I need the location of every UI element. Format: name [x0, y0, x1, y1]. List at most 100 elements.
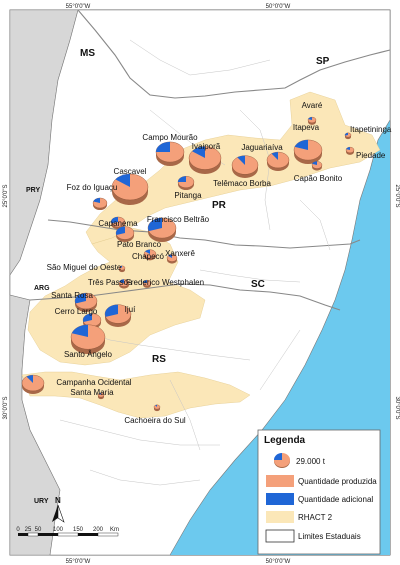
coord-right-1: 25°0'0"S — [394, 184, 400, 207]
pie-slice-additional — [155, 404, 157, 407]
city-label: Capão Bonito — [294, 174, 343, 183]
city-pie-santa-rosa: Santa Rosa — [51, 291, 98, 312]
pie-slice-additional — [105, 304, 118, 317]
city-pie-chapec-: Chapecó — [132, 249, 165, 261]
coord-bottom-2: 50°0'0"W — [266, 559, 291, 565]
rhact-region-south — [21, 371, 251, 419]
state-label-sp: SP — [316, 56, 330, 67]
scale-tick-25: 25 — [25, 527, 32, 533]
north-label: N — [55, 496, 61, 505]
city-label: Cachoeira do Sul — [124, 416, 186, 425]
city-pie-itapetininga: Itapetininga — [344, 125, 392, 140]
city-pie-tr-s-passos: Três Passos — [88, 278, 132, 289]
pie-slice-additional — [74, 293, 86, 304]
city-label: Capanema — [98, 219, 138, 228]
city-label: Francisco Beltrão — [147, 215, 210, 224]
city-pie-santo-ngelo: Santo Ângelo — [64, 324, 113, 359]
city-label: Frederico Westphalen — [126, 278, 204, 287]
city-label: Santa Rosa — [51, 291, 93, 300]
city-label: Ijuí — [125, 305, 136, 314]
city-label: São Miguel do Oeste — [47, 263, 122, 272]
city-pie-pato-branco: Pato Branco — [115, 226, 162, 249]
city-label: Ivaiporã — [192, 142, 221, 151]
pie-slice-additional — [143, 280, 147, 283]
state-label-pr: PR — [212, 200, 227, 211]
legend-pie-icon — [274, 453, 290, 468]
city-label: Itapeva — [293, 123, 320, 132]
country-label-arg: ARG — [34, 285, 50, 292]
coord-top-2: 50°0'0"W — [266, 4, 291, 10]
city-pie-xanxer-: Xanxerê — [165, 249, 195, 264]
city-pie-campo-mour-o: Campo Mourão — [142, 133, 198, 166]
city-pie-santa-maria: Santa Maria — [70, 388, 114, 400]
pie-slice-additional — [156, 141, 170, 152]
city-pie-cachoeira-do-sul: Cachoeira do Sul — [124, 404, 186, 425]
legend-title: Legenda — [264, 435, 306, 446]
pie-slice-additional — [192, 146, 205, 158]
city-pie-campanha-ocidental: Campanha Ocidental — [21, 374, 132, 394]
city-pie-foz-do-igua-u: Foz do Iguaçu — [67, 183, 118, 211]
city-markers: Avaré Itapeva Itapetininga Piedade Capão Bon… — [21, 101, 392, 425]
scale-bar: 0 25 50 100 150 200 Km — [16, 527, 119, 537]
city-pie-frederico-westphalen: Frederico Westphalen — [126, 278, 204, 288]
north-arrow-icon: N — [52, 496, 65, 523]
pie-slice-additional — [99, 392, 101, 395]
rhact-region-west — [27, 227, 206, 366]
legend-swatch-additional — [266, 493, 294, 505]
scale-tick-200: 200 — [93, 527, 104, 533]
pie-slice-additional — [116, 226, 125, 236]
pie-slice-additional — [178, 176, 186, 182]
legend-label-rhact: RHACT 2 — [298, 513, 333, 522]
pie-slice-additional — [120, 265, 122, 268]
city-label: Foz do Iguaçu — [67, 183, 118, 192]
coord-right-2: 30°0'0"S — [394, 396, 400, 419]
legend-label-limits: Limites Estaduais — [298, 532, 361, 541]
state-label-sc: SC — [251, 279, 265, 290]
city-label: Pitanga — [174, 191, 202, 200]
pie-slice-additional — [147, 217, 162, 232]
pie-slice-additional — [111, 216, 118, 224]
state-label-rs: RS — [152, 354, 166, 365]
coord-top-1: 55°0'0"W — [66, 4, 91, 10]
city-pie-piedade: Piedade — [345, 146, 386, 160]
pie-slice-additional — [345, 132, 348, 136]
legend-label-additional: Quantidade adicional — [298, 495, 373, 504]
country-label-ury: URY — [34, 498, 49, 505]
city-label: Campo Mourão — [142, 133, 198, 142]
city-label: Santa Maria — [70, 388, 114, 397]
city-pie-s-o-miguel-do-oeste: São Miguel do Oeste — [47, 263, 126, 273]
pie-slice-additional — [145, 249, 150, 254]
pie-slice-additional — [115, 174, 130, 187]
city-label: Itapetininga — [350, 125, 392, 134]
pie-slice-additional — [167, 254, 172, 258]
coord-bottom-1: 55°0'0"W — [66, 559, 91, 565]
pie-slice-additional — [71, 324, 88, 337]
city-label: Cascavel — [114, 167, 147, 176]
legend-swatch-rhact — [266, 511, 294, 523]
city-label: Campanha Ocidental — [56, 378, 131, 387]
legend-swatch-limits — [265, 529, 295, 543]
scale-tick-0: 0 — [16, 527, 20, 533]
pie-slice-additional — [312, 161, 317, 165]
city-label: Telêmaco Borba — [213, 179, 271, 188]
city-label: Piedade — [356, 151, 386, 160]
city-label: Cerro Largo — [55, 307, 98, 316]
state-label-ms: MS — [80, 48, 95, 59]
city-label: Santo Ângelo — [64, 350, 113, 359]
city-label: Xanxerê — [165, 249, 195, 258]
scale-tick-50: 50 — [35, 527, 42, 533]
city-pie-cap-o-bonito: Capão Bonito — [294, 161, 343, 183]
city-label: Pato Branco — [117, 240, 162, 249]
country-label-pry: PRY — [26, 187, 40, 194]
city-pie-avar-: Avaré — [302, 101, 323, 125]
scale-unit: Km — [110, 527, 119, 533]
pie-slice-additional — [308, 117, 312, 120]
coord-left-2: 30°0'0"S — [3, 396, 9, 419]
city-label: Chapecó — [132, 252, 165, 261]
scale-tick-150: 150 — [73, 527, 84, 533]
city-pie-ivaipor-: Ivaiporã — [188, 142, 222, 174]
city-pie-capanema: Capanema — [98, 216, 138, 230]
city-label: Avaré — [302, 101, 323, 110]
legend: Legenda 29.000 t Quantidade produzida Qu… — [257, 429, 381, 555]
